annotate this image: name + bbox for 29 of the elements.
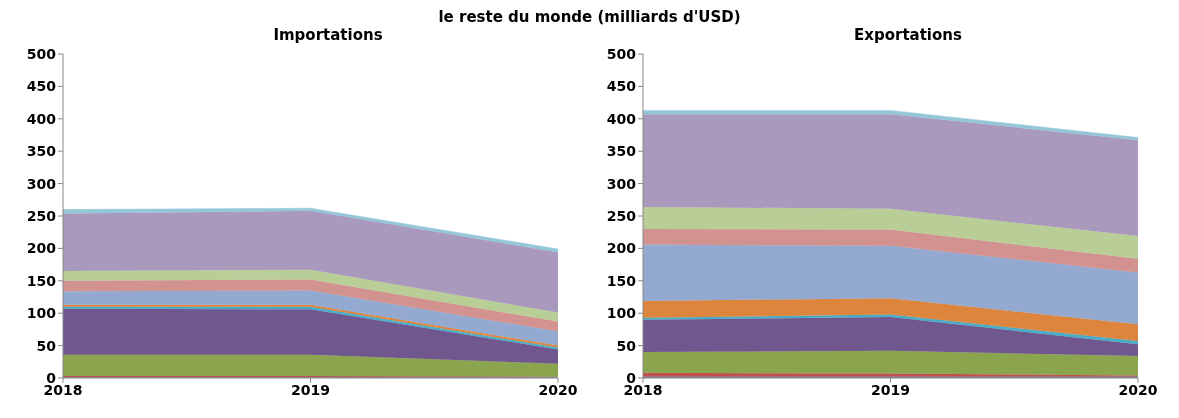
y-tick-label: 450 <box>606 78 637 95</box>
y-tick-label: 150 <box>606 272 637 289</box>
chart-title: Exportations <box>853 26 963 46</box>
y-tick-label: 200 <box>606 240 637 257</box>
x-tick-label: 2020 <box>1118 381 1158 398</box>
y-tick-label: 50 <box>36 337 57 354</box>
x-tick-label: 2019 <box>291 381 330 398</box>
y-tick-label: 400 <box>26 110 57 127</box>
y-tick-label: 300 <box>26 175 57 192</box>
y-tick-label: 50 <box>616 337 637 354</box>
y-tick-label: 450 <box>26 78 57 95</box>
y-tick-label: 250 <box>26 207 57 224</box>
x-tick-label: 2020 <box>538 381 578 398</box>
y-tick-label: 200 <box>26 240 57 257</box>
y-tick-label: 400 <box>606 110 637 127</box>
y-tick-label: 500 <box>26 45 57 62</box>
y-tick-label: 300 <box>606 175 637 192</box>
y-tick-label: 100 <box>26 305 57 322</box>
y-tick-label: 0 <box>626 369 637 386</box>
x-tick-label: 2019 <box>871 381 910 398</box>
y-tick-label: 500 <box>606 45 637 62</box>
chart-title: Importations <box>272 26 384 46</box>
y-tick-label: 250 <box>606 207 637 224</box>
y-tick-label: 100 <box>606 305 637 322</box>
y-tick-label: 150 <box>26 272 57 289</box>
y-tick-label: 350 <box>606 143 637 160</box>
y-tick-label: 0 <box>46 369 57 386</box>
text: le reste du monde (milliards d'USD) <box>437 8 742 26</box>
y-tick-label: 350 <box>26 143 57 160</box>
